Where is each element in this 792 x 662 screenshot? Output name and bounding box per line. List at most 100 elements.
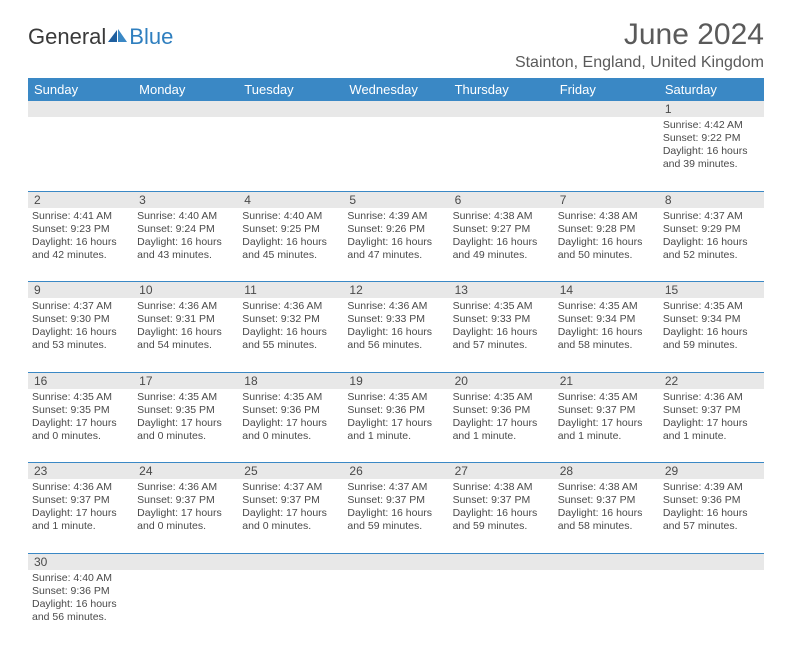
- day-data-line: Daylight: 17 hours: [347, 417, 444, 430]
- day-number: [238, 553, 343, 570]
- day-data-line: Sunrise: 4:40 AM: [137, 210, 234, 223]
- day-cell: [449, 117, 554, 191]
- day-cell: Sunrise: 4:36 AMSunset: 9:32 PMDaylight:…: [238, 298, 343, 372]
- day-number: 21: [554, 372, 659, 389]
- day-cell: Sunrise: 4:35 AMSunset: 9:33 PMDaylight:…: [449, 298, 554, 372]
- day-data-line: and 0 minutes.: [242, 430, 339, 443]
- day-data-line: Sunrise: 4:35 AM: [347, 391, 444, 404]
- day-data-line: and 1 minute.: [663, 430, 760, 443]
- day-data-line: and 59 minutes.: [347, 520, 444, 533]
- day-cell: Sunrise: 4:38 AMSunset: 9:37 PMDaylight:…: [449, 479, 554, 553]
- day-data-line: Daylight: 16 hours: [558, 236, 655, 249]
- day-number: [659, 553, 764, 570]
- logo-word2: Blue: [129, 24, 173, 50]
- day-cell: Sunrise: 4:35 AMSunset: 9:36 PMDaylight:…: [449, 389, 554, 463]
- calendar-page: General Blue June 2024 Stainton, England…: [0, 0, 792, 662]
- day-header: Saturday: [659, 78, 764, 101]
- day-data-line: Sunset: 9:32 PM: [242, 313, 339, 326]
- day-data-line: Sunset: 9:35 PM: [137, 404, 234, 417]
- day-data-line: Sunset: 9:29 PM: [663, 223, 760, 236]
- day-cell: [554, 117, 659, 191]
- day-number: 19: [343, 372, 448, 389]
- day-data-line: Sunset: 9:37 PM: [558, 494, 655, 507]
- day-number: 23: [28, 463, 133, 480]
- day-data-line: Sunset: 9:36 PM: [32, 585, 129, 598]
- day-number: 1: [659, 101, 764, 117]
- day-data-line: Daylight: 16 hours: [558, 507, 655, 520]
- day-data-line: Sunrise: 4:35 AM: [453, 300, 550, 313]
- day-data-line: and 56 minutes.: [347, 339, 444, 352]
- day-data-line: Daylight: 16 hours: [453, 236, 550, 249]
- day-cell: Sunrise: 4:40 AMSunset: 9:25 PMDaylight:…: [238, 208, 343, 282]
- day-cell: [659, 570, 764, 644]
- day-data-line: Sunset: 9:34 PM: [663, 313, 760, 326]
- day-data-line: Sunrise: 4:35 AM: [453, 391, 550, 404]
- day-cell: Sunrise: 4:39 AMSunset: 9:36 PMDaylight:…: [659, 479, 764, 553]
- day-cell: Sunrise: 4:35 AMSunset: 9:34 PMDaylight:…: [554, 298, 659, 372]
- day-data-line: Sunset: 9:34 PM: [558, 313, 655, 326]
- day-data-line: Daylight: 17 hours: [137, 417, 234, 430]
- day-number: 28: [554, 463, 659, 480]
- day-data-line: Daylight: 17 hours: [137, 507, 234, 520]
- day-cell: Sunrise: 4:35 AMSunset: 9:37 PMDaylight:…: [554, 389, 659, 463]
- day-data-line: and 47 minutes.: [347, 249, 444, 262]
- day-data-line: Sunset: 9:36 PM: [453, 404, 550, 417]
- day-number: 17: [133, 372, 238, 389]
- day-data-line: and 43 minutes.: [137, 249, 234, 262]
- day-data-line: Sunset: 9:33 PM: [347, 313, 444, 326]
- day-data-line: Daylight: 16 hours: [32, 326, 129, 339]
- day-number: 14: [554, 282, 659, 299]
- week-row: Sunrise: 4:40 AMSunset: 9:36 PMDaylight:…: [28, 570, 764, 644]
- day-data-line: Sunset: 9:36 PM: [347, 404, 444, 417]
- day-data-line: and 1 minute.: [558, 430, 655, 443]
- day-data-line: and 0 minutes.: [137, 430, 234, 443]
- day-number: [554, 553, 659, 570]
- day-data-line: Sunrise: 4:35 AM: [32, 391, 129, 404]
- day-cell: [133, 117, 238, 191]
- day-number: 26: [343, 463, 448, 480]
- day-number: 13: [449, 282, 554, 299]
- day-cell: Sunrise: 4:35 AMSunset: 9:36 PMDaylight:…: [238, 389, 343, 463]
- day-data-line: and 52 minutes.: [663, 249, 760, 262]
- day-number: 30: [28, 553, 133, 570]
- day-cell: [238, 117, 343, 191]
- day-data-line: Sunrise: 4:38 AM: [453, 481, 550, 494]
- day-header: Monday: [133, 78, 238, 101]
- day-data-line: Sunset: 9:22 PM: [663, 132, 760, 145]
- day-data-line: Daylight: 16 hours: [453, 326, 550, 339]
- day-data-line: Daylight: 16 hours: [558, 326, 655, 339]
- day-data-line: Daylight: 16 hours: [137, 236, 234, 249]
- day-number: [28, 101, 133, 117]
- day-data-line: Sunrise: 4:39 AM: [347, 210, 444, 223]
- day-cell: Sunrise: 4:38 AMSunset: 9:28 PMDaylight:…: [554, 208, 659, 282]
- day-data-line: Sunset: 9:28 PM: [558, 223, 655, 236]
- day-data-line: Daylight: 17 hours: [32, 417, 129, 430]
- day-number: 8: [659, 191, 764, 208]
- day-number-row: 16171819202122: [28, 372, 764, 389]
- day-data-line: Sunset: 9:31 PM: [137, 313, 234, 326]
- logo: General Blue: [28, 18, 173, 50]
- day-data-line: Sunset: 9:35 PM: [32, 404, 129, 417]
- day-data-line: Daylight: 16 hours: [347, 236, 444, 249]
- calendar-table: Sunday Monday Tuesday Wednesday Thursday…: [28, 78, 764, 644]
- day-number: 5: [343, 191, 448, 208]
- day-data-line: and 42 minutes.: [32, 249, 129, 262]
- location: Stainton, England, United Kingdom: [515, 54, 764, 72]
- day-data-line: Sunrise: 4:40 AM: [32, 572, 129, 585]
- day-data-line: and 59 minutes.: [663, 339, 760, 352]
- day-data-line: Sunrise: 4:38 AM: [558, 481, 655, 494]
- day-number: 27: [449, 463, 554, 480]
- day-number-row: 9101112131415: [28, 282, 764, 299]
- day-data-line: Sunrise: 4:38 AM: [453, 210, 550, 223]
- day-data-line: Sunrise: 4:38 AM: [558, 210, 655, 223]
- day-data-line: and 50 minutes.: [558, 249, 655, 262]
- day-data-line: Daylight: 16 hours: [663, 145, 760, 158]
- day-data-line: and 45 minutes.: [242, 249, 339, 262]
- day-data-line: Sunrise: 4:35 AM: [663, 300, 760, 313]
- day-data-line: Sunset: 9:26 PM: [347, 223, 444, 236]
- day-data-line: Daylight: 16 hours: [32, 598, 129, 611]
- day-number: 10: [133, 282, 238, 299]
- day-number: 7: [554, 191, 659, 208]
- day-data-line: Sunset: 9:23 PM: [32, 223, 129, 236]
- day-number: 3: [133, 191, 238, 208]
